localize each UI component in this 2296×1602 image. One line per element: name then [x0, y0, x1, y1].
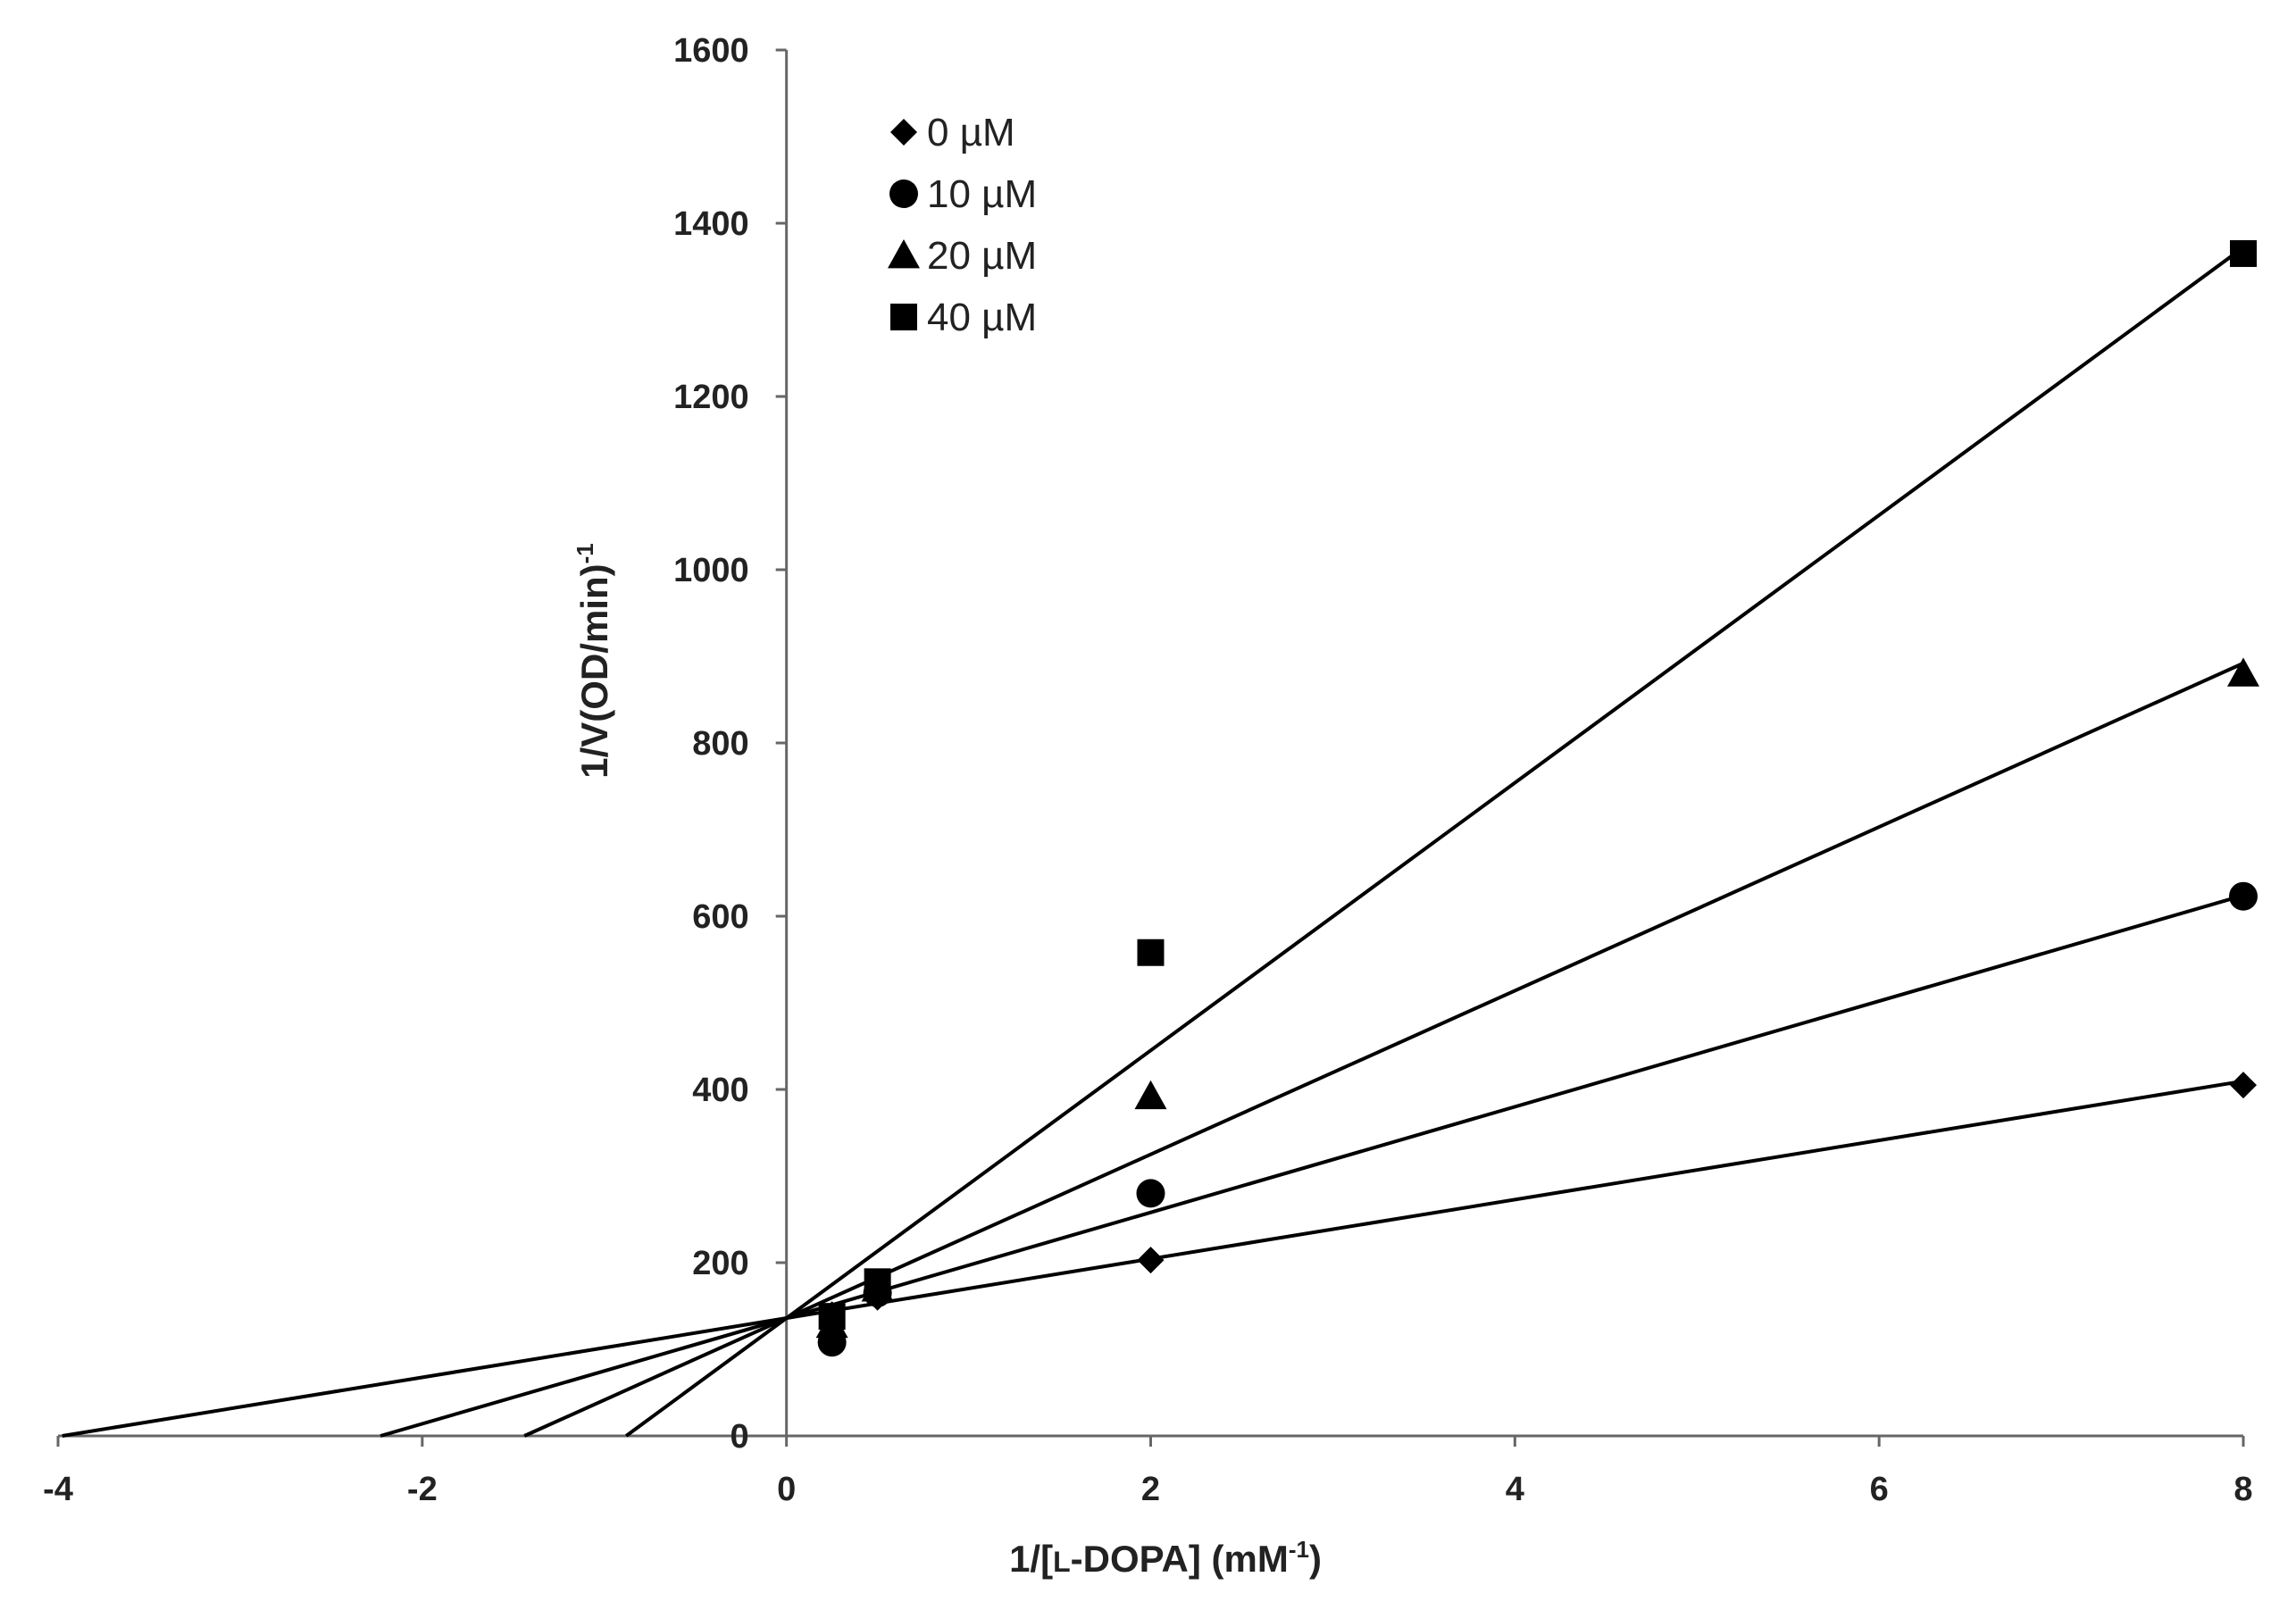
x-axis-title: 1/[L-DOPA] (mM-1)	[1009, 1536, 1322, 1580]
data-markers	[815, 239, 2259, 1357]
data-point-series-1	[2229, 881, 2258, 911]
y-tick-label: 1000	[673, 552, 749, 589]
data-point-series-3	[2230, 239, 2257, 267]
data-point-series-2	[1134, 1080, 1167, 1110]
data-point-series-0	[1137, 1247, 1165, 1274]
x-tick-label: -4	[43, 1471, 73, 1508]
x-tick-label: 8	[2233, 1471, 2252, 1508]
data-point-series-0	[2230, 1072, 2257, 1099]
y-tick-label: 1600	[673, 32, 749, 70]
legend-marker-triangle	[888, 239, 920, 269]
x-axis-title-superscript: -1	[1289, 1536, 1309, 1563]
data-point-series-2	[2227, 657, 2259, 687]
y-tick-label: 200	[692, 1245, 748, 1282]
x-axis-title-middle: -DOPA] (mM	[1071, 1538, 1289, 1580]
x-tick-labels: -4 -2 0 2 4 6 8	[43, 1471, 2252, 1508]
data-point-series-1	[1136, 1179, 1165, 1208]
data-point-series-3	[818, 1303, 846, 1331]
x-tick-label: 2	[1141, 1471, 1160, 1508]
plot-area	[56, 48, 2259, 1447]
legend-label: 40 µM	[927, 296, 1037, 339]
legend-marker-diamond	[890, 119, 917, 146]
legend-label: 10 µM	[927, 172, 1037, 216]
data-point-series-3	[1137, 939, 1165, 966]
y-tick-labels: 0 200 400 600 800 1000 1200 1400 1600	[673, 32, 749, 1456]
data-point-series-3	[864, 1268, 891, 1296]
legend-marker-square	[890, 304, 917, 330]
x-tick-label: 0	[777, 1471, 796, 1508]
y-axis-title: 1/V(OD/min)-1	[572, 543, 615, 778]
y-tick-marks	[775, 48, 787, 1438]
x-tick-label: 4	[1506, 1471, 1524, 1508]
x-axis-title-smallcaps: L	[1053, 1546, 1071, 1578]
x-axis-title-suffix: )	[1309, 1538, 1322, 1580]
y-axis-title-main: 1/V(OD/min)	[573, 563, 615, 778]
x-axis-title-prefix: 1/[	[1009, 1538, 1053, 1580]
x-tick-label: 6	[1870, 1471, 1889, 1508]
y-tick-label: 0	[731, 1418, 749, 1456]
legend-marker-circle	[889, 179, 918, 208]
fit-line-series-2	[523, 661, 2244, 1438]
y-axis-title-superscript: -1	[572, 543, 598, 563]
legend: 0 µM 10 µM 20 µM 40 µM	[888, 111, 1037, 339]
fit-lines	[62, 246, 2245, 1438]
fit-line-series-1	[380, 893, 2244, 1438]
y-tick-label: 800	[692, 725, 748, 763]
y-tick-label: 400	[692, 1072, 748, 1109]
x-tick-marks	[56, 1436, 2245, 1447]
x-tick-label: -2	[407, 1471, 438, 1508]
fit-line-series-3	[624, 246, 2245, 1438]
legend-label: 0 µM	[927, 111, 1015, 154]
y-tick-label: 1400	[673, 205, 749, 243]
y-tick-label: 1200	[673, 379, 749, 416]
y-tick-label: 600	[692, 898, 748, 936]
legend-label: 20 µM	[927, 234, 1037, 278]
